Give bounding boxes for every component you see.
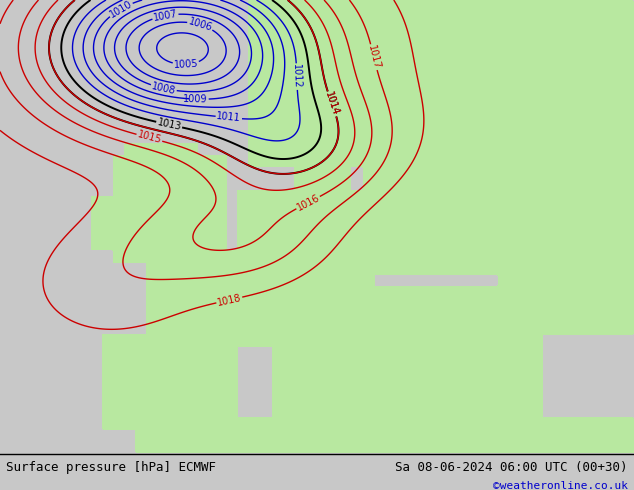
Text: 1007: 1007 bbox=[152, 8, 178, 23]
Text: 1010: 1010 bbox=[108, 0, 134, 20]
Text: 1005: 1005 bbox=[173, 59, 198, 70]
Text: ©weatheronline.co.uk: ©weatheronline.co.uk bbox=[493, 481, 628, 490]
Text: 1014: 1014 bbox=[323, 91, 341, 117]
Text: Sa 08-06-2024 06:00 UTC (00+30): Sa 08-06-2024 06:00 UTC (00+30) bbox=[395, 462, 628, 474]
Text: 1015: 1015 bbox=[136, 130, 162, 146]
Text: 1017: 1017 bbox=[366, 44, 382, 70]
Text: 1018: 1018 bbox=[216, 293, 242, 308]
Text: 1008: 1008 bbox=[151, 81, 177, 96]
Text: 1013: 1013 bbox=[156, 117, 182, 132]
Text: 1009: 1009 bbox=[183, 94, 208, 104]
Text: 1016: 1016 bbox=[295, 193, 321, 213]
Text: 1011: 1011 bbox=[216, 112, 242, 124]
Text: Surface pressure [hPa] ECMWF: Surface pressure [hPa] ECMWF bbox=[6, 462, 216, 474]
Text: 1012: 1012 bbox=[292, 64, 302, 89]
Text: 1014: 1014 bbox=[323, 91, 341, 117]
Text: 1006: 1006 bbox=[187, 17, 214, 33]
